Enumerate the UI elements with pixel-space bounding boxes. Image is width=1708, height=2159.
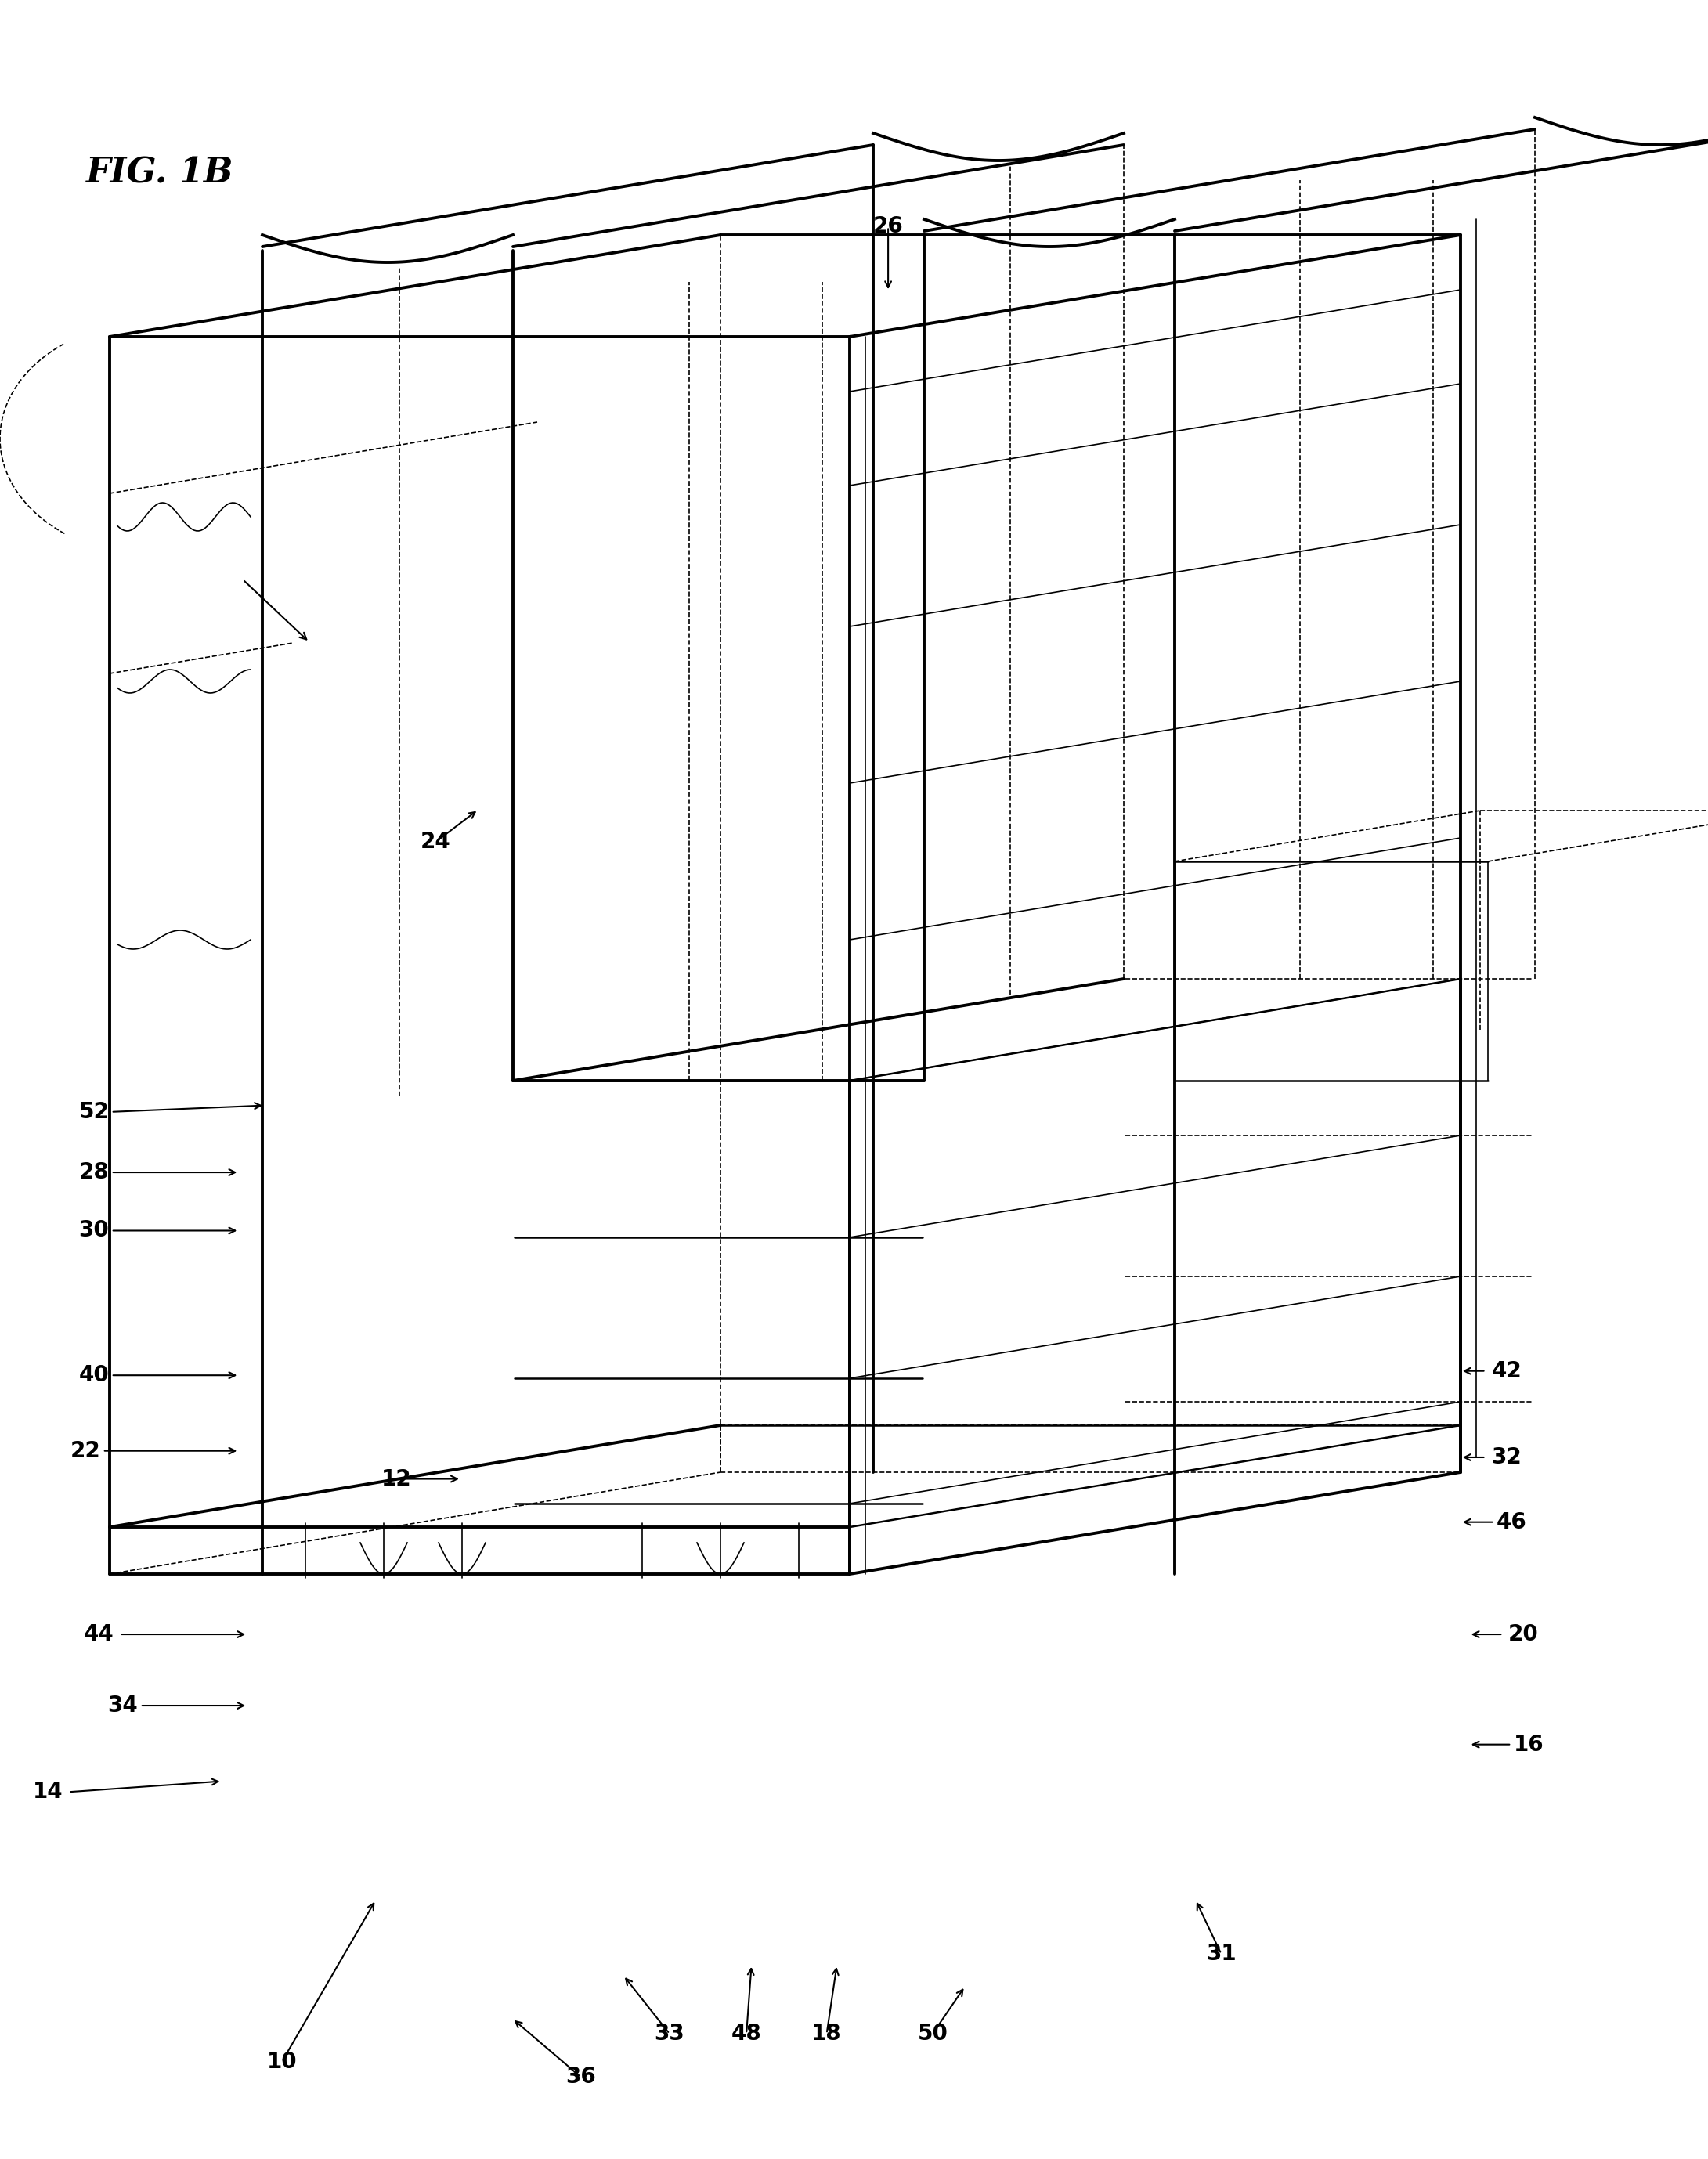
Text: 52: 52 bbox=[79, 1101, 109, 1123]
Text: 12: 12 bbox=[381, 1468, 412, 1490]
Text: 32: 32 bbox=[1491, 1447, 1522, 1468]
Text: 46: 46 bbox=[1496, 1511, 1527, 1533]
Text: 10: 10 bbox=[266, 2051, 297, 2073]
Text: 14: 14 bbox=[32, 1781, 63, 1803]
Text: 50: 50 bbox=[917, 2023, 948, 2045]
Text: 31: 31 bbox=[1206, 1943, 1237, 1965]
Text: 24: 24 bbox=[420, 831, 451, 853]
Text: 33: 33 bbox=[654, 2023, 685, 2045]
Text: 36: 36 bbox=[565, 2066, 596, 2088]
Text: 48: 48 bbox=[731, 2023, 762, 2045]
Text: 44: 44 bbox=[84, 1624, 114, 1645]
Text: 20: 20 bbox=[1508, 1624, 1539, 1645]
Text: 22: 22 bbox=[70, 1440, 101, 1462]
Text: 26: 26 bbox=[873, 216, 904, 237]
Text: 42: 42 bbox=[1491, 1360, 1522, 1382]
Text: 28: 28 bbox=[79, 1162, 109, 1183]
Text: 40: 40 bbox=[79, 1364, 109, 1386]
Text: 34: 34 bbox=[108, 1695, 138, 1716]
Text: 18: 18 bbox=[811, 2023, 842, 2045]
Text: FIG. 1B: FIG. 1B bbox=[85, 155, 232, 190]
Text: 30: 30 bbox=[79, 1220, 109, 1241]
Text: 16: 16 bbox=[1513, 1734, 1544, 1755]
